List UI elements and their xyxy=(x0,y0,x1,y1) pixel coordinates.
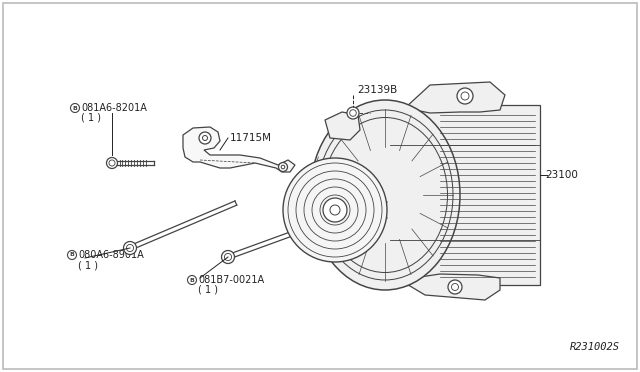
Circle shape xyxy=(67,250,77,260)
Text: 11715M: 11715M xyxy=(230,133,272,143)
Text: B: B xyxy=(72,106,77,110)
Circle shape xyxy=(457,88,473,104)
Ellipse shape xyxy=(310,100,460,290)
Text: 081B7-0021A: 081B7-0021A xyxy=(198,275,264,285)
Circle shape xyxy=(199,132,211,144)
Polygon shape xyxy=(183,127,295,172)
Text: 081A6-8201A: 081A6-8201A xyxy=(81,103,147,113)
Circle shape xyxy=(70,103,79,112)
Text: 23100: 23100 xyxy=(545,170,578,180)
Circle shape xyxy=(124,241,136,254)
Text: ( 1 ): ( 1 ) xyxy=(78,260,98,270)
Circle shape xyxy=(106,157,118,169)
Text: 23139B: 23139B xyxy=(357,85,397,95)
Circle shape xyxy=(448,280,462,294)
Polygon shape xyxy=(390,105,540,285)
Text: R231002S: R231002S xyxy=(570,342,620,352)
Text: ( 1 ): ( 1 ) xyxy=(81,112,101,122)
Circle shape xyxy=(188,276,196,285)
Text: B: B xyxy=(70,253,74,257)
Polygon shape xyxy=(325,112,360,140)
Text: ( 1 ): ( 1 ) xyxy=(198,285,218,295)
Circle shape xyxy=(221,250,234,263)
Circle shape xyxy=(283,158,387,262)
Polygon shape xyxy=(400,274,500,300)
Circle shape xyxy=(347,107,359,119)
Circle shape xyxy=(278,163,287,171)
Circle shape xyxy=(323,198,347,222)
Text: B: B xyxy=(189,278,195,282)
Polygon shape xyxy=(405,82,505,113)
Text: 080A6-8901A: 080A6-8901A xyxy=(78,250,144,260)
